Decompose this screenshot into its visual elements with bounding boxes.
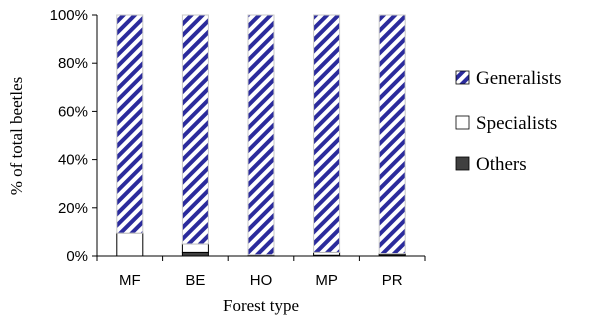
y-tick-label: 60% [58,103,88,120]
y-tick-label: 0% [66,248,88,265]
bar-others-be [181,251,209,257]
x-tick-label-pr: PR [382,272,403,289]
x-axis-ticks: MF BE HO MP PR [96,256,426,289]
bar-generalists-ho [247,14,275,256]
bar-specialists-be [181,243,209,253]
bar-specialists-mf [116,232,144,257]
bar-generalists-be [181,14,209,245]
x-tick-label-ho: HO [250,272,273,289]
y-axis-title: % of total beetles [7,77,26,196]
legend-swatch-specialists [455,115,470,130]
legend-swatch-others [455,156,470,171]
plot-area [116,14,406,257]
x-tick-label-mp: MP [315,272,338,289]
legend-label-others: Others [476,154,527,175]
y-tick-label: 20% [58,200,88,217]
legend-label-specialists: Specialists [476,113,557,134]
legend-item-others: Others [455,154,527,175]
x-axis-title: Forest type [223,296,299,315]
legend-item-specialists: Specialists [455,113,557,134]
legend-label-generalists: Generalists [476,68,561,89]
legend-item-generalists: Generalists [455,68,561,89]
bar-generalists-mf [116,14,144,234]
y-axis-ticks: 0% 20% 40% 60% 80% 100% [50,7,97,265]
bar-generalists-pr [378,14,406,255]
legend-swatch-generalists [455,70,470,85]
y-tick-label: 100% [50,7,88,24]
x-tick-label-mf: MF [119,272,141,289]
y-tick-label: 40% [58,152,88,169]
bar-generalists-mp [313,14,341,253]
legend: Generalists Specialists Others [455,68,561,175]
x-tick-label-be: BE [185,272,205,289]
y-tick-label: 80% [58,55,88,72]
